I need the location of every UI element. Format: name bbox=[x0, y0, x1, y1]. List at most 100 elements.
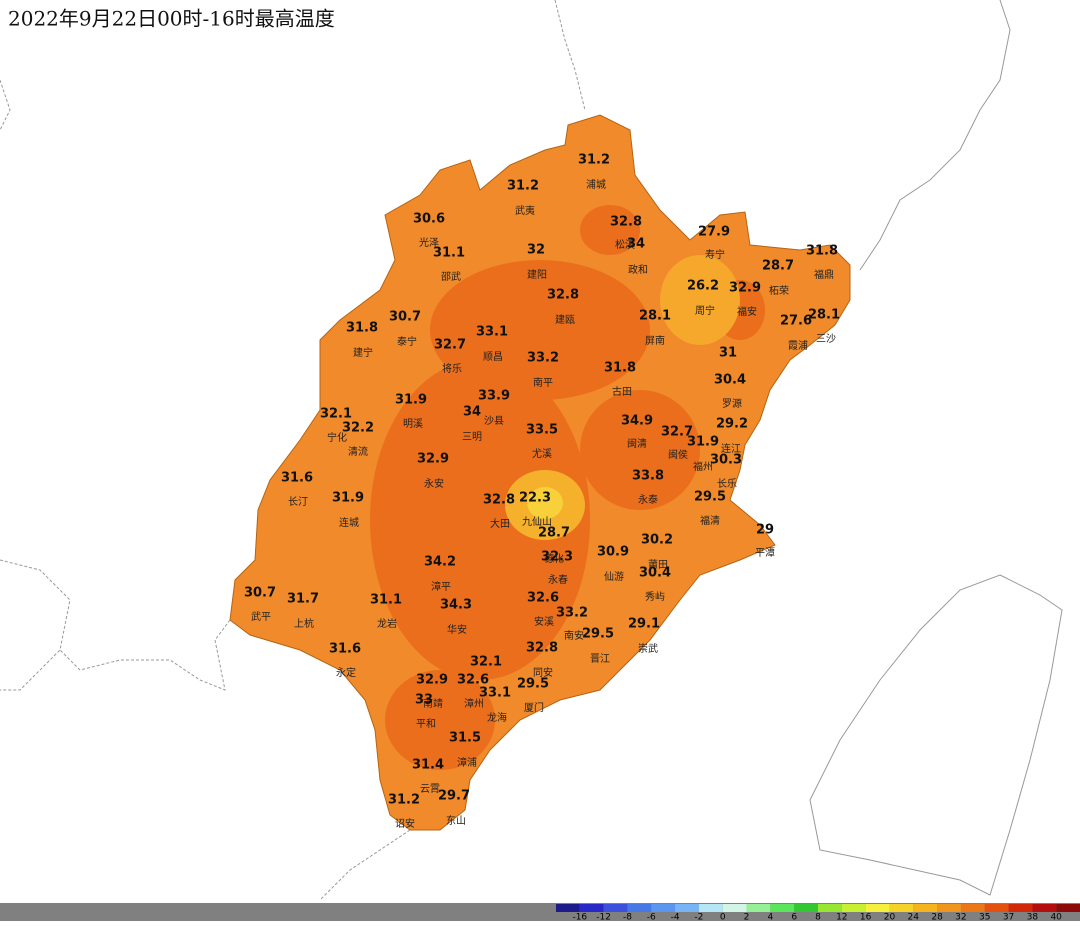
station-value: 30.7 bbox=[389, 310, 421, 325]
station-value: 29 bbox=[756, 523, 774, 538]
place-name: 同安 bbox=[533, 666, 553, 679]
station-value: 31.7 bbox=[287, 592, 319, 607]
place-name: 周宁 bbox=[695, 304, 715, 317]
legend-label: 6 bbox=[791, 913, 797, 923]
place-name: 南安 bbox=[564, 629, 584, 642]
legend-label: 40 bbox=[1050, 913, 1062, 923]
place-name: 尤溪 bbox=[532, 447, 552, 460]
place-name: 三沙 bbox=[816, 333, 836, 345]
station-value: 32.9 bbox=[417, 452, 449, 467]
station-value: 33.2 bbox=[527, 351, 559, 366]
station-value: 32 bbox=[527, 243, 545, 258]
station-value: 32.9 bbox=[416, 673, 448, 688]
legend-swatch bbox=[1056, 904, 1080, 912]
legend-label: 24 bbox=[908, 913, 920, 923]
legend-label: 8 bbox=[815, 913, 821, 923]
place-name: 永定 bbox=[336, 666, 356, 679]
legend-label: 32 bbox=[955, 913, 966, 923]
station-value: 33.9 bbox=[478, 389, 510, 404]
place-name: 闽清 bbox=[627, 437, 647, 450]
temperature-field bbox=[229, 114, 851, 831]
station-value: 29.2 bbox=[716, 417, 748, 432]
station-value: 34 bbox=[627, 237, 645, 252]
station-value: 33.1 bbox=[479, 686, 511, 701]
legend-swatch bbox=[556, 904, 580, 912]
place-name: 寿宁 bbox=[705, 248, 725, 261]
place-name: 上杭 bbox=[294, 617, 314, 630]
place-name: 建宁 bbox=[353, 346, 373, 359]
place-name: 漳浦 bbox=[457, 756, 477, 769]
legend-swatch bbox=[675, 904, 699, 912]
station-value: 30.7 bbox=[244, 586, 276, 601]
station-value: 31.2 bbox=[578, 153, 610, 168]
station-value: 29.1 bbox=[628, 617, 660, 632]
legend-swatch bbox=[651, 904, 676, 912]
station-value: 31 bbox=[719, 346, 737, 361]
legend-label: 28 bbox=[931, 913, 943, 923]
legend-label: 12 bbox=[836, 913, 847, 923]
place-name: 建瓯 bbox=[555, 313, 575, 326]
station-value: 29.5 bbox=[517, 677, 549, 692]
legend-swatch bbox=[579, 904, 604, 912]
legend-label: 4 bbox=[767, 913, 773, 923]
station-value: 32.9 bbox=[729, 281, 761, 296]
place-name: 福安 bbox=[737, 305, 757, 318]
station-value: 34.2 bbox=[424, 555, 456, 570]
place-name: 罗源 bbox=[722, 397, 742, 410]
station-value: 28.1 bbox=[639, 309, 671, 324]
legend-swatch bbox=[770, 904, 795, 912]
station-value: 32.2 bbox=[342, 421, 374, 436]
place-name: 莆田 bbox=[648, 558, 668, 571]
station-value: 30.2 bbox=[641, 533, 673, 548]
station-value: 28.1 bbox=[808, 308, 840, 323]
place-name: 屏南 bbox=[645, 334, 665, 347]
place-name: 霞浦 bbox=[788, 339, 808, 352]
station-value: 33.5 bbox=[526, 423, 558, 438]
place-name: 云霄 bbox=[420, 783, 440, 795]
station-value: 29.5 bbox=[582, 627, 614, 642]
station-value: 31.8 bbox=[346, 321, 378, 336]
place-name: 崇武 bbox=[638, 642, 658, 655]
legend-label: -16 bbox=[572, 913, 587, 923]
legend-label: -2 bbox=[694, 913, 703, 923]
legend-label: 35 bbox=[979, 913, 990, 923]
legend-label: 37 bbox=[1003, 913, 1014, 923]
station-value: 33 bbox=[415, 693, 433, 708]
station-value: 31.8 bbox=[604, 361, 636, 376]
place-name: 南靖 bbox=[423, 697, 443, 710]
place-name: 福鼎 bbox=[814, 268, 834, 281]
legend-label: 38 bbox=[1027, 913, 1039, 923]
legend-swatch bbox=[889, 904, 914, 912]
legend-swatch bbox=[984, 904, 1009, 912]
legend-swatch bbox=[841, 904, 866, 912]
station-value: 22.3 bbox=[519, 491, 551, 506]
place-name: 松溪 bbox=[615, 238, 635, 251]
legend-swatch bbox=[603, 904, 628, 912]
station-value: 30.9 bbox=[597, 545, 629, 560]
legend-swatch bbox=[698, 904, 723, 912]
station-value: 34.9 bbox=[621, 414, 653, 429]
station-value: 32.3 bbox=[541, 550, 573, 565]
station-value: 32.8 bbox=[547, 288, 579, 303]
station-value: 32.7 bbox=[661, 425, 693, 440]
place-name: 宁化 bbox=[327, 431, 347, 444]
place-name: 清流 bbox=[348, 445, 368, 458]
place-name: 龙岩 bbox=[377, 617, 397, 630]
legend-swatch bbox=[746, 904, 771, 912]
place-name: 平潭 bbox=[755, 547, 775, 559]
place-name: 福清 bbox=[700, 514, 720, 527]
station-value: 32.8 bbox=[610, 215, 642, 230]
legend-label: 16 bbox=[860, 913, 872, 923]
place-name: 长汀 bbox=[288, 496, 308, 508]
place-name: 建阳 bbox=[527, 268, 547, 281]
station-value: 31.1 bbox=[433, 246, 465, 261]
legend-swatch bbox=[1032, 904, 1057, 912]
legend-swatch bbox=[960, 904, 985, 912]
legend-label: -6 bbox=[647, 913, 656, 923]
legend-swatch bbox=[627, 904, 652, 912]
station-value: 27.6 bbox=[780, 314, 812, 329]
station-value: 33.8 bbox=[632, 469, 664, 484]
station-value: 27.9 bbox=[698, 225, 730, 240]
